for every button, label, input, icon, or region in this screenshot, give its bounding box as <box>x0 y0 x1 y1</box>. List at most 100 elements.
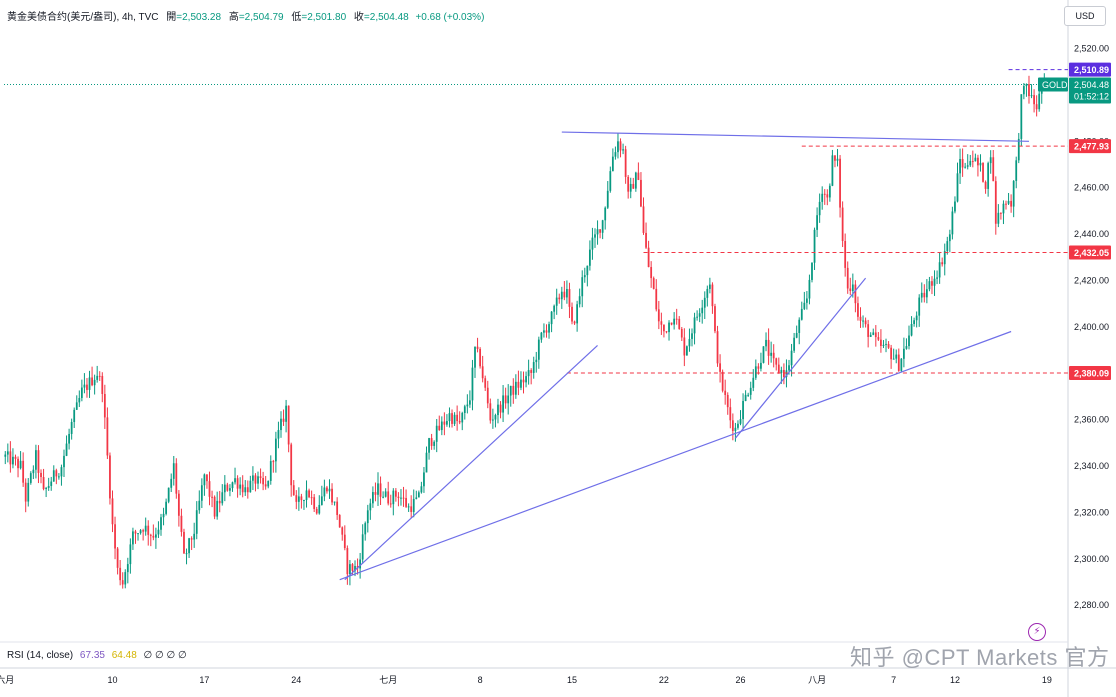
candle-body <box>821 193 824 202</box>
candle-body <box>366 510 369 524</box>
candle-body <box>254 475 257 484</box>
candle-body <box>323 487 326 497</box>
candle-body <box>571 306 573 322</box>
candle-body <box>295 495 298 502</box>
candle-body <box>481 366 484 379</box>
candle-body <box>563 291 566 298</box>
candle-body <box>272 461 275 463</box>
candle-body <box>785 370 788 378</box>
candle-body <box>777 364 780 373</box>
x-tick-label: 10 <box>107 675 117 685</box>
lightning-icon[interactable]: ⚡ <box>1028 623 1046 641</box>
candle-body <box>155 534 157 538</box>
candle-body <box>438 425 441 431</box>
candle-body <box>767 339 770 356</box>
candle-body <box>430 438 433 446</box>
candle-body <box>47 485 50 488</box>
candle-body <box>545 330 548 333</box>
candle-body <box>1015 160 1018 181</box>
candle-body <box>923 292 926 298</box>
candle-body <box>849 288 852 292</box>
candle-body <box>670 322 673 325</box>
candle-body <box>65 443 68 456</box>
rsi-legend[interactable]: RSI (14, close) 67.35 64.48 ∅ ∅ ∅ ∅ <box>7 650 187 661</box>
candle-body <box>75 402 78 410</box>
symbol-tag <box>1038 77 1068 92</box>
candle-body <box>543 330 545 333</box>
x-tick-label: 19 <box>1042 675 1052 685</box>
last-price-label: 2,504.48 <box>1074 80 1109 90</box>
open-label: 開 <box>166 12 177 23</box>
candle-body <box>897 354 900 371</box>
candle-body <box>200 485 203 501</box>
candle-body <box>486 387 489 404</box>
candle-body <box>303 500 305 502</box>
x-tick-label: 8 <box>478 675 483 685</box>
candle-body <box>673 318 676 325</box>
candle-body <box>591 237 594 250</box>
candle-body <box>93 379 96 386</box>
high-value: =2,504.79 <box>238 12 284 23</box>
candle-body <box>1012 180 1015 207</box>
candle-body <box>747 394 750 396</box>
candle-body <box>114 524 116 549</box>
candle-body <box>716 331 719 364</box>
candle-body <box>525 376 527 383</box>
candle-body <box>959 159 961 174</box>
candle-body <box>987 163 990 189</box>
candle-body <box>553 305 556 312</box>
candle-body <box>1028 84 1030 97</box>
candle-body <box>351 564 354 571</box>
candle-body <box>162 513 165 518</box>
candle-body <box>285 405 287 422</box>
candle-body <box>504 395 507 404</box>
candle-body <box>22 460 25 483</box>
candle-body <box>126 564 129 573</box>
countdown-label: 01:52:12 <box>1074 92 1109 102</box>
candle-body <box>213 496 216 517</box>
candle-body <box>188 538 190 554</box>
candle-body <box>726 394 729 408</box>
x-tick-label: 12 <box>950 675 960 685</box>
candle-body <box>663 324 665 332</box>
candle-body <box>328 488 331 492</box>
candle-body <box>566 289 568 298</box>
candle-body <box>310 497 313 499</box>
candle-body <box>410 506 413 512</box>
candle-body <box>711 284 714 307</box>
candle-body <box>70 421 73 434</box>
candle-body <box>491 419 494 421</box>
x-tick-label: 八月 <box>808 675 826 685</box>
candle-body <box>816 215 818 230</box>
candle-body <box>417 492 420 498</box>
candle-body <box>576 304 579 324</box>
candle-body <box>997 212 1000 224</box>
currency-button[interactable]: USD <box>1064 6 1106 26</box>
candle-body <box>780 369 783 373</box>
candle-body <box>834 155 836 161</box>
candle-body <box>246 487 249 493</box>
candle-body <box>1030 95 1033 97</box>
candle-body <box>634 172 637 189</box>
price-level-label: 2,380.09 <box>1074 369 1109 379</box>
candle-body <box>267 480 270 487</box>
candle-body <box>514 381 517 395</box>
candle-body <box>234 478 236 483</box>
candle-body <box>581 277 584 297</box>
candle-body <box>177 493 180 516</box>
symbol-title[interactable]: 黄金美债合约(美元/盎司), 4h, TVC <box>7 12 159 23</box>
watermark: 知乎 @CPT Markets 官方 <box>850 645 1110 670</box>
candle-body <box>371 492 374 504</box>
candle-body <box>280 418 282 431</box>
candle-body <box>647 247 650 268</box>
y-tick-label: 2,420.00 <box>1074 275 1109 285</box>
candle-body <box>4 454 7 457</box>
candle-body <box>1038 93 1041 110</box>
candle-body <box>729 407 732 421</box>
candle-body <box>433 441 436 446</box>
candle-body <box>257 476 259 484</box>
candle-body <box>297 496 300 502</box>
price-level-tag <box>1069 139 1111 154</box>
candle-body <box>839 158 841 208</box>
